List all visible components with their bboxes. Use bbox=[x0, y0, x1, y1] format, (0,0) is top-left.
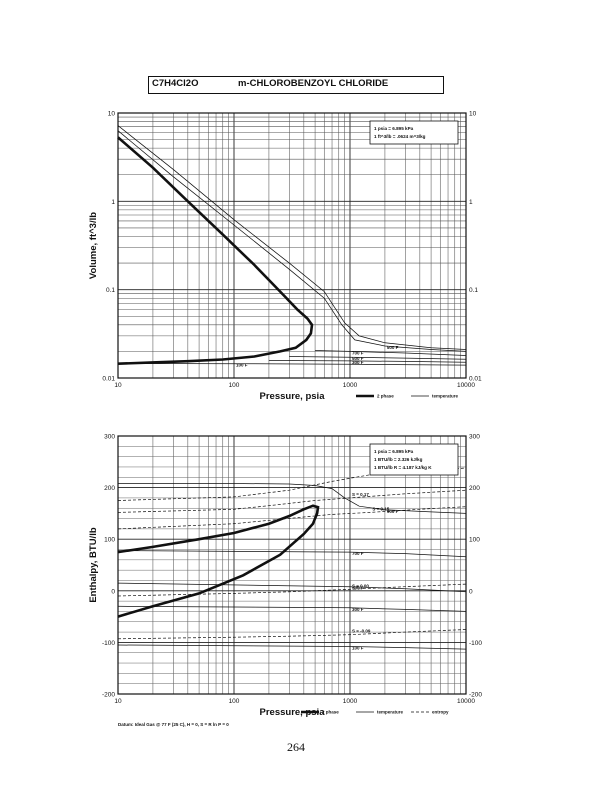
series-label: 500 F bbox=[387, 345, 399, 350]
unit-conversion-note: 1 psia = 6.895 kPa bbox=[374, 126, 414, 131]
series-label: 700 F bbox=[352, 551, 364, 556]
two-phase-curve bbox=[117, 136, 314, 365]
two-phase-curve bbox=[117, 504, 320, 618]
series-label: S = -0.09 bbox=[352, 629, 371, 634]
y-tick-label: 0.01 bbox=[102, 376, 115, 383]
x-tick-label: 100 bbox=[229, 382, 240, 389]
legend-label: 2 phase bbox=[322, 710, 339, 715]
entropy-line bbox=[117, 629, 467, 640]
isotherm-line bbox=[117, 125, 467, 350]
series-label: S = 0.00 bbox=[352, 583, 369, 588]
y-tick-label: 1 bbox=[111, 199, 115, 206]
isotherm-line bbox=[289, 356, 467, 360]
datum-footnote: Datum: Ideal Gas @ 77 F (25 C), H = 0, S… bbox=[118, 722, 229, 727]
unit-conversion-note: 1 ft^3/lb = .0624 m^3/kg bbox=[374, 134, 426, 139]
isotherm-line bbox=[117, 363, 467, 366]
chart-title-name: m-CHLOROBENZOYL CHLORIDE bbox=[238, 78, 389, 89]
unit-conversion-note: 1 BTU/lb = 2.326 kJ/kg bbox=[374, 457, 423, 462]
isotherm-line bbox=[117, 644, 467, 650]
series-label: S = 0.17 bbox=[352, 492, 369, 497]
unit-conversion-note: 1 psia = 6.895 kPa bbox=[374, 449, 414, 454]
entropy-line bbox=[117, 489, 467, 513]
legend-label: entropy bbox=[432, 710, 449, 715]
series-label: 100 F bbox=[236, 363, 248, 368]
legend-label: temperature bbox=[377, 710, 404, 715]
y-tick-label: 200 bbox=[104, 485, 115, 492]
entropy-line bbox=[117, 583, 467, 597]
series-label: 300 F bbox=[352, 607, 364, 612]
y-axis-label: Volume, ft^3/lb bbox=[88, 212, 99, 279]
legend-label: temperature bbox=[432, 394, 459, 399]
series-label: 500 F bbox=[352, 586, 364, 591]
y-tick-label-right: 10 bbox=[469, 111, 477, 118]
chart-title-box bbox=[148, 76, 444, 94]
y-tick-label: 10 bbox=[108, 111, 116, 118]
unit-conversion-box bbox=[369, 120, 459, 145]
plot-frame bbox=[117, 112, 467, 379]
y-tick-label-right: 200 bbox=[469, 485, 480, 492]
y-tick-label: -200 bbox=[102, 692, 115, 699]
y-tick-label: 0 bbox=[111, 588, 115, 595]
isotherm-line bbox=[117, 130, 467, 352]
y-tick-label: -100 bbox=[102, 640, 115, 647]
x-tick-label: 10 bbox=[114, 698, 122, 705]
isotherm-line bbox=[117, 582, 467, 593]
y-tick-label-right: 1 bbox=[469, 199, 473, 206]
y-tick-label: 0.1 bbox=[106, 287, 115, 294]
isotherm-line bbox=[117, 605, 467, 612]
x-axis-label: Pressure, psia bbox=[260, 391, 326, 402]
isotherm-line bbox=[268, 360, 467, 363]
y-tick-label-right: 100 bbox=[469, 537, 480, 544]
y-tick-label: 100 bbox=[104, 537, 115, 544]
chart-title-formula: C7H4Cl2O bbox=[152, 78, 199, 89]
x-tick-label: 10000 bbox=[457, 698, 475, 705]
isotherm-line bbox=[315, 350, 467, 356]
isotherm-line bbox=[118, 483, 467, 514]
y-tick-label: 300 bbox=[104, 434, 115, 441]
legend-label: 2 phase bbox=[377, 394, 394, 399]
y-tick-label-right: -100 bbox=[469, 640, 482, 647]
series-label: 100 F bbox=[352, 646, 364, 651]
unit-conversion-box bbox=[369, 443, 459, 476]
x-tick-label: 1000 bbox=[343, 698, 358, 705]
series-label: 500 F bbox=[352, 356, 364, 361]
page-number: 264 bbox=[287, 740, 305, 754]
plot-frame bbox=[117, 435, 467, 695]
x-axis-label: Pressure, psia bbox=[260, 707, 326, 718]
y-tick-label-right: 0.1 bbox=[469, 287, 478, 294]
series-label: 300 F bbox=[352, 360, 364, 365]
x-tick-label: 10 bbox=[114, 382, 122, 389]
x-tick-label: 10000 bbox=[457, 382, 475, 389]
y-axis-label: Enthalpy, BTU/lb bbox=[88, 527, 99, 602]
series-label: S = 0.15 bbox=[372, 506, 389, 511]
entropy-line bbox=[117, 506, 467, 530]
x-tick-label: 1000 bbox=[343, 382, 358, 389]
y-tick-label-right: 0 bbox=[469, 588, 473, 595]
x-tick-label: 100 bbox=[229, 698, 240, 705]
isotherm-line bbox=[117, 550, 467, 558]
entropy-line bbox=[117, 467, 467, 501]
series-label: 700 F bbox=[352, 350, 364, 355]
y-tick-label-right: 0.01 bbox=[469, 376, 482, 383]
y-tick-label-right: -200 bbox=[469, 692, 482, 699]
y-tick-label-right: 300 bbox=[469, 434, 480, 441]
unit-conversion-note: 1 BTU/lb R = 4.187 kJ/kg K bbox=[374, 465, 432, 470]
